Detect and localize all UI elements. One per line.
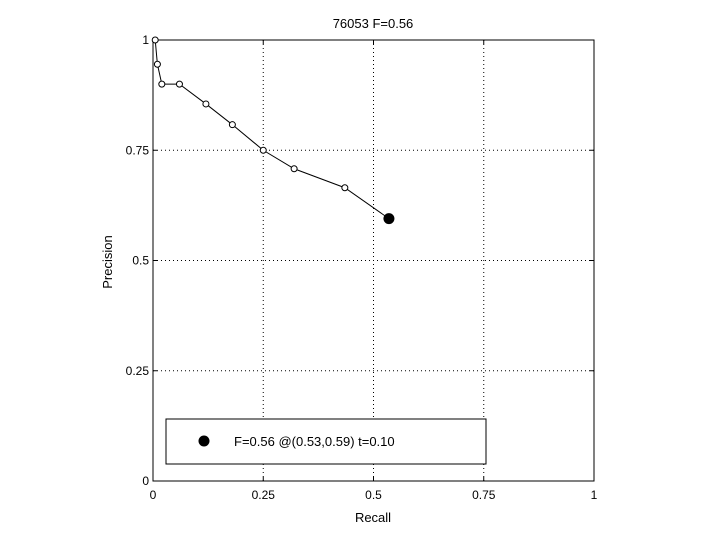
y-tick-label: 1 [142, 33, 149, 47]
series-layer [151, 36, 395, 225]
data-point [151, 36, 159, 44]
data-point [202, 100, 210, 108]
x-tick-label: 0.25 [252, 488, 276, 502]
data-point [259, 146, 267, 154]
data-point [228, 121, 236, 129]
x-tick-label: 0 [150, 488, 157, 502]
x-tick-label: 1 [591, 488, 598, 502]
series-line [154, 39, 390, 220]
y-tick-label: 0.25 [126, 364, 150, 378]
ticks-layer: 0 0.25 0.5 0.75 1 0 0.25 0.5 0.75 1 [126, 33, 598, 502]
x-axis-label: Recall [355, 510, 391, 525]
best-f-point [383, 213, 395, 225]
legend-box [165, 418, 487, 465]
data-point [341, 184, 349, 192]
data-point [153, 60, 161, 68]
chart-title: 76053 F=0.56 [333, 16, 414, 31]
x-tick-label: 0.75 [472, 488, 496, 502]
y-tick-label: 0 [142, 474, 149, 488]
legend: F=0.56 @(0.53,0.59) t=0.10 [165, 418, 487, 465]
data-point [158, 80, 166, 88]
data-point [175, 80, 183, 88]
y-axis-label: Precision [100, 235, 115, 288]
y-tick-label: 0.75 [126, 143, 150, 157]
x-tick-label: 0.5 [365, 488, 382, 502]
legend-marker [198, 435, 210, 447]
grid-layer [153, 40, 594, 481]
y-tick-label: 0.5 [132, 254, 149, 268]
legend-label: F=0.56 @(0.53,0.59) t=0.10 [234, 434, 395, 449]
data-point [290, 165, 298, 173]
